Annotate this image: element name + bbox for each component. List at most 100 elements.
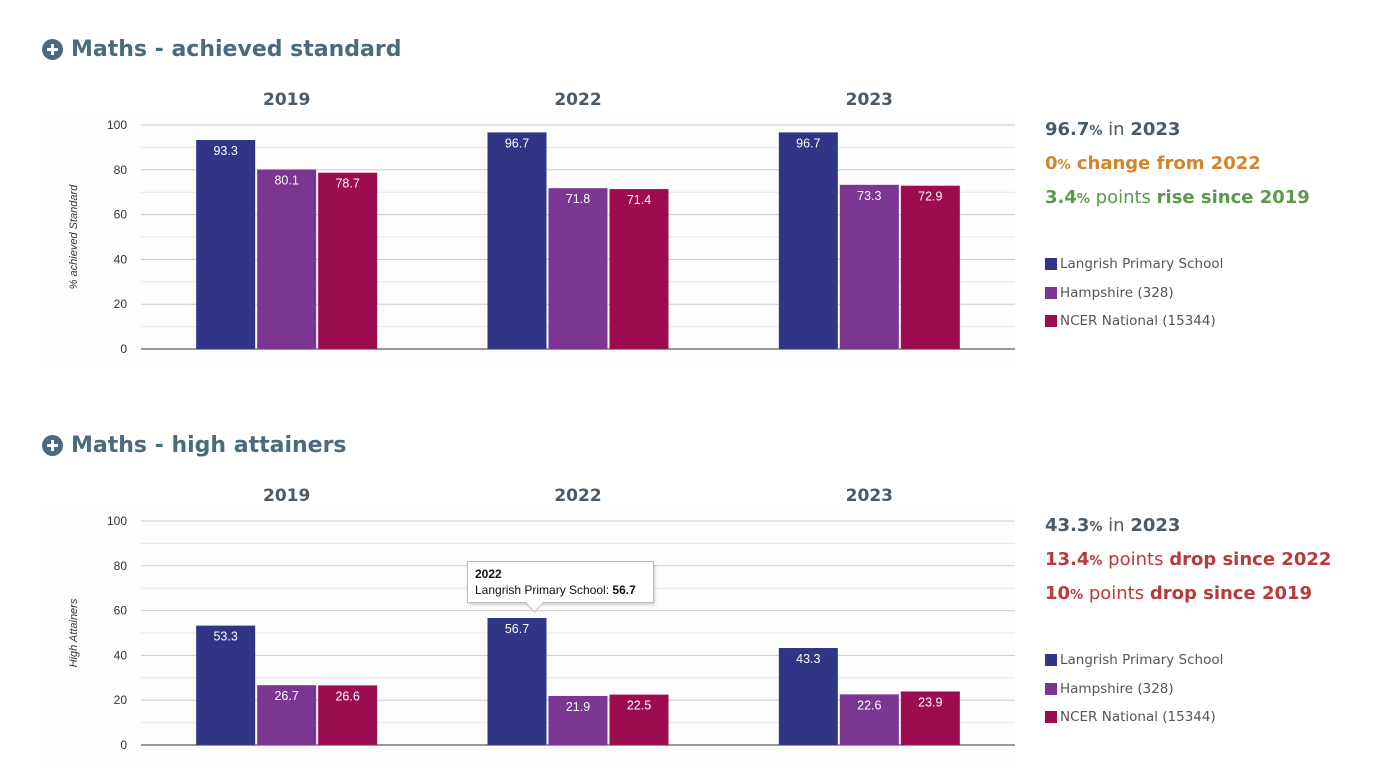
bar-national-2023 — [900, 185, 960, 349]
y-axis-label: % achieved Standard — [68, 184, 80, 289]
summary-since-2019: 10% points drop since 2019 — [1045, 578, 1331, 612]
category-label: 2019 — [263, 486, 310, 506]
legend-label: Hampshire (328) — [1060, 680, 1174, 697]
chart-legend: Langrish Primary School Hampshire (328) … — [1045, 250, 1223, 336]
summary-value: 3.4 — [1045, 187, 1077, 208]
data-label: 78.7 — [335, 177, 359, 191]
y-tick-label: 0 — [120, 342, 127, 356]
legend-label: Langrish Primary School — [1060, 652, 1224, 669]
bar-hampshire-2022 — [548, 695, 608, 745]
bar-school-2019 — [196, 140, 256, 349]
chart-legend: Langrish Primary School Hampshire (328) … — [1045, 646, 1223, 732]
y-tick-label: 60 — [114, 604, 128, 618]
y-tick-label: 40 — [114, 648, 128, 662]
bar-school-2022 — [487, 132, 547, 349]
data-label: 80.1 — [274, 174, 298, 188]
legend-item-hampshire[interactable]: Hampshire (328) — [1045, 675, 1223, 704]
y-tick-label: 100 — [107, 118, 127, 132]
bar-school-2023 — [778, 132, 838, 349]
legend-label: NCER National (15344) — [1060, 313, 1216, 330]
category-label: 2023 — [846, 90, 893, 110]
legend-item-national[interactable]: NCER National (15344) — [1045, 307, 1223, 336]
legend-label: NCER National (15344) — [1060, 709, 1216, 726]
legend-swatch — [1045, 315, 1057, 328]
bar-chart: 0 20 40 60 80 100 % achieved Standard 2019 93.3 8… — [40, 90, 1015, 370]
data-label: 71.8 — [566, 192, 590, 206]
legend-item-national[interactable]: NCER National (15344) — [1045, 703, 1223, 732]
bar-hampshire-2023 — [839, 694, 899, 745]
summary-mid: in — [1102, 119, 1131, 140]
legend-item-hampshire[interactable]: Hampshire (328) — [1045, 279, 1223, 308]
bar-hampshire-2019 — [257, 685, 317, 745]
y-tick-label: 60 — [114, 208, 128, 222]
tooltip-title: 2022 — [475, 567, 502, 581]
bar-national-2023 — [900, 691, 960, 745]
summary-mid: points — [1083, 583, 1150, 604]
bar-chart: 0 20 40 60 80 100 High Attainers 2019 53.3 26.7 26… — [40, 486, 1015, 766]
expand-plus-icon[interactable] — [42, 434, 63, 456]
data-label: 53.3 — [213, 630, 237, 644]
summary-mid: in — [1102, 515, 1131, 536]
summary-since-2019: 3.4% points rise since 2019 — [1045, 182, 1310, 216]
data-label: 93.3 — [213, 144, 237, 158]
summary-change: 13.4% points drop since 2022 — [1045, 544, 1331, 578]
summary-value: 0 — [1045, 153, 1058, 174]
bar-school-2022 — [487, 617, 547, 745]
legend-item-school[interactable]: Langrish Primary School — [1045, 646, 1223, 675]
legend-swatch — [1045, 654, 1057, 667]
summary-tail: 2023 — [1130, 515, 1181, 536]
summary-pct: % — [1057, 158, 1071, 173]
category-label: 2023 — [846, 486, 893, 506]
legend-swatch — [1045, 286, 1057, 299]
section-header[interactable]: Maths - high attainers — [42, 430, 347, 460]
legend-item-school[interactable]: Langrish Primary School — [1045, 250, 1223, 279]
summary-value: 10 — [1045, 583, 1071, 604]
data-label: 56.7 — [505, 622, 529, 636]
expand-plus-icon[interactable] — [42, 38, 63, 60]
legend-label: Langrish Primary School — [1060, 256, 1224, 273]
data-label: 43.3 — [796, 652, 820, 666]
summary-current: 43.3% in 2023 — [1045, 510, 1331, 544]
category-label: 2022 — [554, 90, 601, 110]
data-label: 96.7 — [796, 136, 820, 150]
data-label: 23.9 — [918, 695, 942, 709]
bar-hampshire-2023 — [839, 184, 899, 349]
category-label: 2019 — [263, 90, 310, 110]
summary-change: 0% change from 2022 — [1045, 148, 1310, 182]
summary-mid: points — [1089, 187, 1157, 208]
data-label: 72.9 — [918, 190, 942, 204]
data-label: 26.6 — [335, 689, 359, 703]
summary-pct: % — [1089, 554, 1103, 569]
summary-tail: rise since 2019 — [1156, 187, 1310, 208]
bar-national-2022 — [609, 694, 669, 745]
y-tick-label: 20 — [114, 297, 128, 311]
summary-mid: points — [1102, 549, 1170, 570]
summary-tail: drop since 2022 — [1169, 549, 1332, 570]
data-label: 96.7 — [505, 136, 529, 150]
y-tick-label: 20 — [114, 693, 128, 707]
legend-label: Hampshire (328) — [1060, 284, 1174, 301]
data-label: 22.6 — [857, 698, 881, 712]
tooltip-value: 56.7 — [612, 583, 636, 597]
y-tick-label: 80 — [114, 163, 128, 177]
y-tick-label: 0 — [120, 738, 127, 752]
legend-swatch — [1045, 711, 1057, 724]
summary-tail: 2023 — [1130, 119, 1181, 140]
bar-school-2023 — [778, 648, 838, 745]
legend-swatch — [1045, 682, 1057, 695]
y-tick-label: 80 — [114, 559, 128, 573]
summary-tail: drop since 2019 — [1149, 583, 1313, 604]
summary-pct: % — [1089, 520, 1103, 535]
data-label: 21.9 — [566, 700, 590, 714]
data-label: 22.5 — [627, 699, 651, 713]
data-label: 26.7 — [274, 689, 298, 703]
bar-tooltip: 2022 Langrish Primary School: 56.7 — [467, 561, 654, 603]
summary-pct: % — [1076, 192, 1090, 207]
summary-current: 96.7% in 2023 — [1045, 114, 1310, 148]
summary-value: 96.7 — [1045, 119, 1090, 140]
summary-value: 13.4 — [1045, 549, 1090, 570]
section-header[interactable]: Maths - achieved standard — [42, 34, 401, 64]
summary-tail: from 2022 — [1156, 153, 1261, 174]
section-title: Maths - high attainers — [71, 432, 347, 458]
legend-swatch — [1045, 258, 1057, 271]
